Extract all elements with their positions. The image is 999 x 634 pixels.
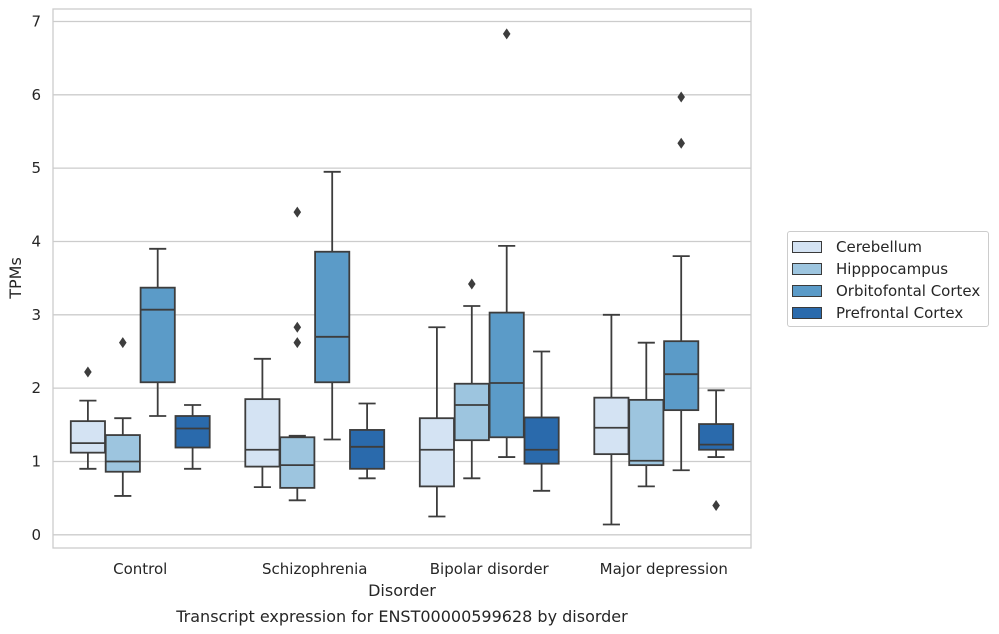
- outlier-hipppocampus-bipolar-disorder-0: [468, 278, 476, 290]
- outlier-orbitofontal-cortex-bipolar-disorder-0: [502, 28, 511, 40]
- legend-item-prefrontal-cortex: Prefrontal Cortex: [792, 303, 963, 323]
- outlier-cerebellum-control-0: [84, 366, 92, 378]
- legend-label-prefrontal-cortex: Prefrontal Cortex: [836, 304, 964, 322]
- box-prefrontal-cortex-major-depression: [698, 389, 735, 511]
- iqr-box-orbitofontal-cortex-bipolar-disorder: [488, 311, 525, 439]
- iqr-box-hipppocampus-major-depression: [628, 398, 665, 467]
- iqr-box-prefrontal-cortex-control: [174, 415, 211, 449]
- box-cerebellum-major-depression: [593, 313, 630, 526]
- chart-title: Transcript expression for ENST0000059962…: [175, 607, 628, 626]
- legend-item-hipppocampus: Hipppocampus: [792, 259, 948, 279]
- box-hipppocampus-control: [104, 337, 141, 497]
- box-hipppocampus-bipolar-disorder: [453, 278, 490, 480]
- legend-swatch-orbitofontal-cortex: [792, 285, 822, 297]
- y-tick-label-4: 4: [31, 232, 41, 250]
- box-hipppocampus-schizophrenia: [279, 206, 316, 502]
- legend-label-hipppocampus: Hipppocampus: [836, 260, 949, 278]
- outlier-hipppocampus-schizophrenia-1: [293, 321, 302, 333]
- iqr-box-orbitofontal-cortex-major-depression: [663, 340, 700, 412]
- x-tick-label-schizophrenia: Schizophrenia: [262, 560, 367, 578]
- plot-frame: [52, 8, 752, 549]
- outlier-orbitofontal-cortex-major-depression-1: [677, 137, 685, 149]
- legend-swatch-prefrontal-cortex: [792, 307, 822, 319]
- iqr-box-hipppocampus-control: [104, 434, 141, 473]
- legend-item-cerebellum: Cerebellum: [792, 237, 922, 257]
- legend-swatch-cerebellum: [792, 241, 822, 253]
- y-tick-label-0: 0: [31, 526, 41, 544]
- box-orbitofontal-cortex-major-depression: [663, 91, 700, 472]
- x-tick-label-bipolar-disorder: Bipolar disorder: [430, 560, 550, 578]
- box-prefrontal-cortex-control: [174, 404, 211, 470]
- x-tick-label-control: Control: [113, 560, 167, 578]
- legend: Cerebellum Hipppocampus Orbitofontal Cor…: [787, 231, 989, 327]
- outlier-hipppocampus-schizophrenia-0: [293, 206, 302, 218]
- legend-swatch-hipppocampus: [792, 263, 822, 275]
- box-orbitofontal-cortex-schizophrenia: [314, 170, 351, 441]
- box-cerebellum-bipolar-disorder: [418, 326, 455, 518]
- y-tick-label-1: 1: [31, 452, 41, 470]
- y-axis-label: TPMs: [6, 257, 25, 300]
- iqr-box-orbitofontal-cortex-schizophrenia: [314, 250, 351, 384]
- outlier-hipppocampus-schizophrenia-2: [293, 337, 302, 349]
- tick-labels: 0 1 2 3 4 5 6 7 Control Schizophrenia Bipolar diso…: [31, 12, 727, 578]
- iqr-box-cerebellum-major-depression: [593, 396, 630, 456]
- box-orbitofontal-cortex-control: [139, 247, 176, 417]
- y-tick-label-3: 3: [31, 306, 41, 324]
- iqr-box-cerebellum-bipolar-disorder: [418, 417, 455, 488]
- box-prefrontal-cortex-schizophrenia: [349, 402, 386, 480]
- legend-label-cerebellum: Cerebellum: [836, 238, 922, 256]
- box-layer: [69, 28, 735, 526]
- x-tick-label-major-depression: Major depression: [600, 560, 728, 578]
- iqr-box-prefrontal-cortex-schizophrenia: [349, 429, 386, 470]
- iqr-box-prefrontal-cortex-bipolar-disorder: [523, 416, 560, 465]
- x-axis-label: Disorder: [368, 581, 436, 600]
- box-hipppocampus-major-depression: [628, 341, 665, 488]
- legend-item-orbitofontal-cortex: Orbitofontal Cortex: [792, 281, 980, 301]
- box-cerebellum-control: [69, 366, 106, 470]
- y-tick-label-2: 2: [31, 379, 41, 397]
- legend-label-orbitofontal-cortex: Orbitofontal Cortex: [836, 282, 981, 300]
- box-cerebellum-schizophrenia: [244, 357, 281, 489]
- iqr-box-hipppocampus-bipolar-disorder: [453, 382, 490, 442]
- outlier-orbitofontal-cortex-major-depression-0: [677, 91, 685, 103]
- outlier-prefrontal-cortex-major-depression-0: [712, 499, 720, 511]
- iqr-box-cerebellum-schizophrenia: [244, 398, 281, 468]
- iqr-box-hipppocampus-schizophrenia: [279, 436, 316, 489]
- y-tick-label-5: 5: [31, 159, 41, 177]
- box-orbitofontal-cortex-bipolar-disorder: [488, 28, 525, 458]
- box-prefrontal-cortex-bipolar-disorder: [523, 350, 560, 492]
- iqr-box-prefrontal-cortex-major-depression: [698, 423, 735, 451]
- iqr-box-cerebellum-control: [69, 420, 106, 454]
- y-tick-label-7: 7: [31, 12, 41, 30]
- outlier-hipppocampus-control-0: [119, 337, 127, 349]
- y-tick-label-6: 6: [31, 86, 41, 104]
- iqr-box-orbitofontal-cortex-control: [139, 286, 176, 384]
